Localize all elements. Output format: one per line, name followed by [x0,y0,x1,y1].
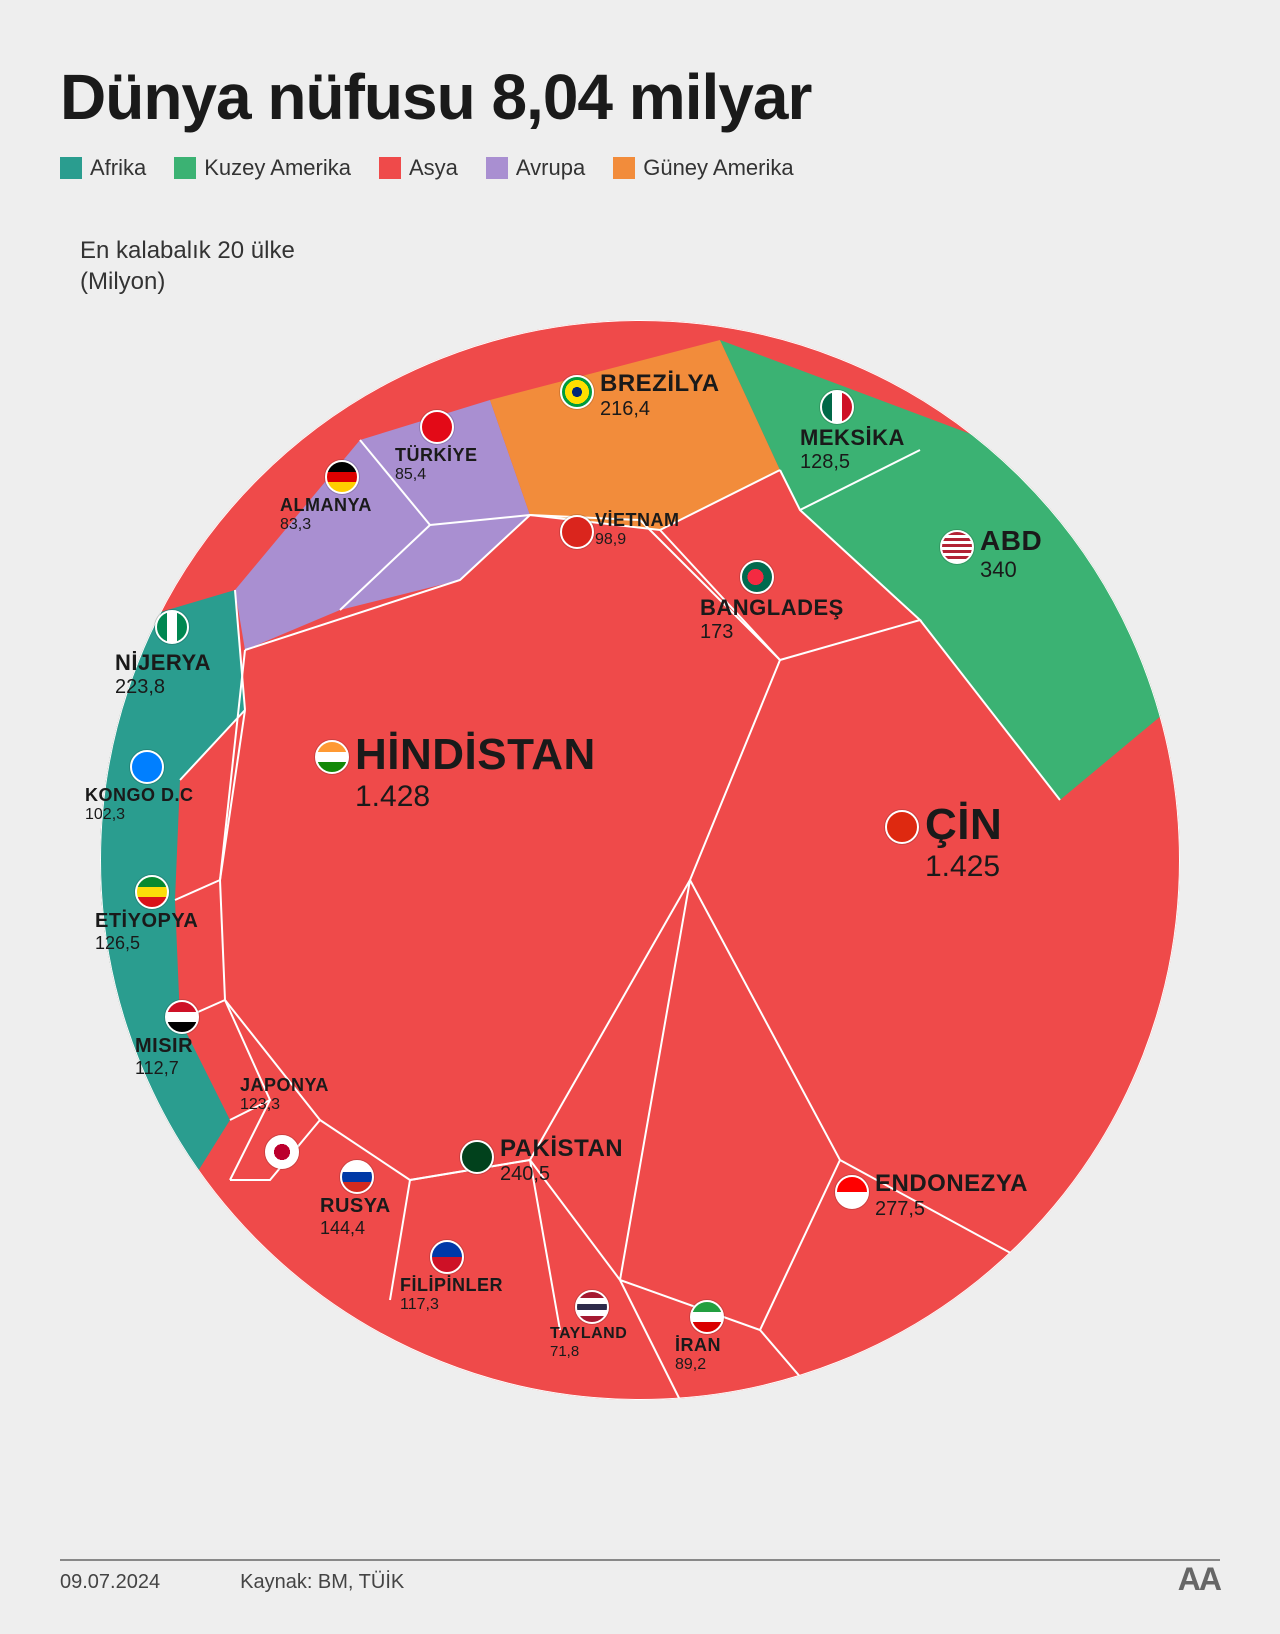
population-voronoi-chart: HİNDİSTAN 1.428 ÇİN 1.425 ABD 340 ENDONE… [60,280,1220,1440]
legend-item-europe: Avrupa [486,155,585,181]
flag-icon [325,460,359,494]
flag-icon [940,530,974,564]
legend: Afrika Kuzey Amerika Asya Avrupa Güney A… [60,155,794,181]
legend-item-asia: Asya [379,155,458,181]
swatch-europe [486,157,508,179]
legend-item-north-america: Kuzey Amerika [174,155,351,181]
flag-icon [265,1135,299,1169]
flag-icon [885,810,919,844]
legend-label: Asya [409,155,458,181]
flag-icon [460,1140,494,1174]
swatch-asia [379,157,401,179]
chart-svg [60,280,1220,1440]
page-title: Dünya nüfusu 8,04 milyar [60,60,811,134]
flag-icon [575,1290,609,1324]
footer-source: Kaynak: BM, TÜİK [240,1571,404,1594]
flag-icon [155,610,189,644]
flag-icon [420,410,454,444]
flag-icon [560,515,594,549]
flag-icon [820,390,854,424]
flag-icon [315,740,349,774]
flag-icon [340,1160,374,1194]
flag-icon [135,875,169,909]
flag-icon [165,1000,199,1034]
footer: 09.07.2024 Kaynak: BM, TÜİK [60,1559,1220,1594]
page: Dünya nüfusu 8,04 milyar Afrika Kuzey Am… [0,0,1280,1634]
flag-icon [560,375,594,409]
footer-date: 09.07.2024 [60,1571,160,1594]
legend-item-south-america: Güney Amerika [613,155,793,181]
flag-icon [130,750,164,784]
legend-label: Güney Amerika [643,155,793,181]
legend-label: Avrupa [516,155,585,181]
agency-logo: AA [1178,1561,1220,1598]
flag-icon [430,1240,464,1274]
swatch-north-america [174,157,196,179]
flag-icon [690,1300,724,1334]
subtitle-line1: En kalabalık 20 ülke [80,235,295,266]
flag-icon [740,560,774,594]
legend-label: Afrika [90,155,146,181]
swatch-africa [60,157,82,179]
legend-item-africa: Afrika [60,155,146,181]
swatch-south-america [613,157,635,179]
legend-label: Kuzey Amerika [204,155,351,181]
flag-icon [835,1175,869,1209]
